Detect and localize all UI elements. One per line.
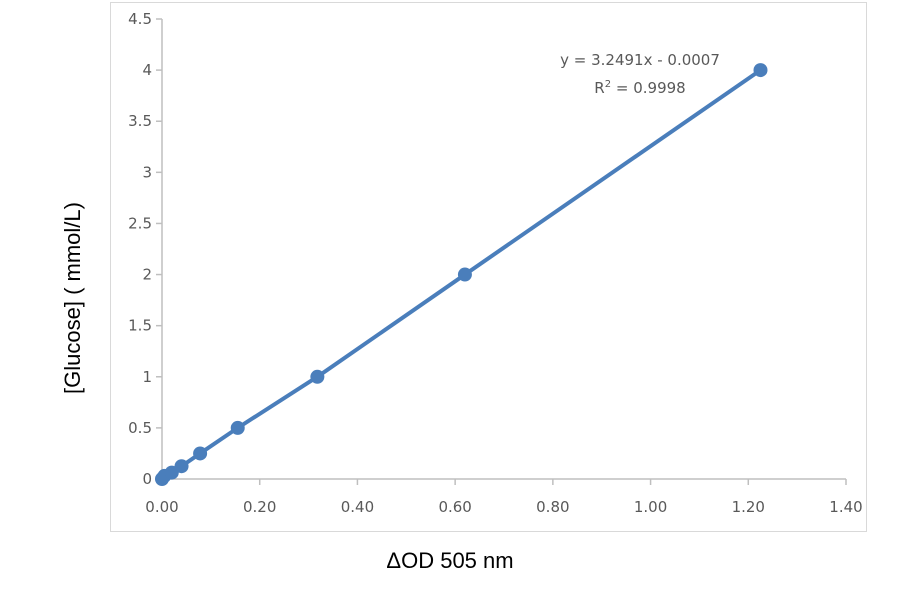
x-tick-label: 0.20: [243, 498, 276, 516]
y-tick-label: 4: [142, 61, 152, 79]
chart-frame: [110, 2, 867, 532]
y-tick-label: 1.5: [128, 317, 152, 335]
y-tick-label: 0: [142, 470, 152, 488]
data-point-marker: [753, 63, 768, 78]
x-tick-label: 0.60: [438, 498, 471, 516]
x-tick-label: 0.00: [145, 498, 178, 516]
x-tick-label: 0.40: [341, 498, 374, 516]
x-axis-label: ΔOD 505 nm: [386, 548, 514, 573]
y-tick-label: 1: [142, 368, 152, 386]
data-point-marker: [230, 420, 245, 435]
y-tick-label: 0.5: [128, 419, 152, 437]
x-tick-label: 1.40: [829, 498, 862, 516]
y-axis-label: [Glucose] ( mmol/L): [60, 202, 85, 394]
x-tick-label: 1.00: [634, 498, 667, 516]
y-tick-label: 3: [142, 163, 152, 181]
data-point-marker: [310, 369, 325, 384]
trendline-equation: y = 3.2491x - 0.0007: [560, 51, 720, 69]
data-point-marker: [193, 446, 208, 461]
y-tick-label: 2.5: [128, 214, 152, 232]
x-tick-label: 1.20: [732, 498, 765, 516]
x-tick-label: 0.80: [536, 498, 569, 516]
y-tick-label: 3.5: [128, 112, 152, 130]
y-tick-label: 4.5: [128, 10, 152, 28]
data-point-marker: [457, 267, 472, 282]
r-squared-label: R2 = 0.9998: [594, 79, 685, 97]
y-tick-label: 2: [142, 266, 152, 284]
data-point-marker: [174, 459, 189, 474]
